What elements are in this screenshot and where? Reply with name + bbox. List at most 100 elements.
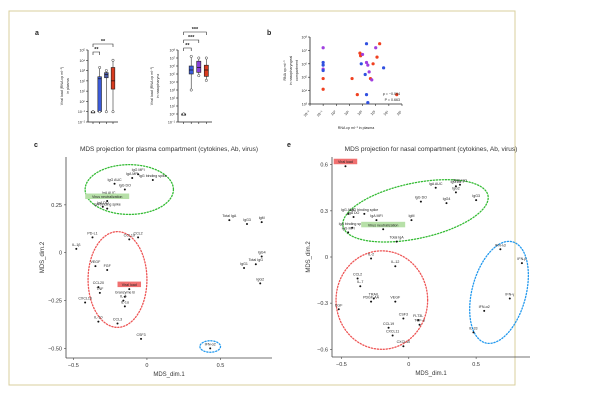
scatter-point (363, 72, 367, 77)
mds-point-label: IL-7 (357, 280, 363, 284)
significance-bracket (183, 39, 200, 43)
significance-label: ** (94, 47, 99, 53)
mds-point-label: TGF-α (414, 319, 424, 323)
scatter-point (366, 63, 370, 67)
x-axis-label: MDS_dim.1 (415, 371, 447, 377)
significance-label: ** (185, 43, 190, 49)
scatter-point (350, 76, 354, 81)
box-point (189, 54, 193, 58)
box (203, 64, 209, 77)
mds-point (387, 326, 390, 329)
figure-border (8, 10, 516, 386)
label-highlight (361, 221, 406, 228)
mds-point-label: CXCL11 (386, 329, 399, 333)
y-tick-label: 10⁻² (78, 121, 86, 125)
mds-point-label: IgG MFI (342, 226, 355, 230)
scatter-point (364, 60, 369, 65)
y-tick-label: 10⁸ (169, 49, 175, 53)
mds-point-label: FGF (104, 264, 112, 268)
mds-point-label: IL-10 (94, 316, 102, 320)
y-tick-label: 10² (80, 79, 86, 83)
y-tick-label: 10⁻¹ (168, 121, 176, 125)
panel-label-b: b (267, 30, 271, 37)
mds-point-label: IgM (408, 214, 414, 218)
mds-point-label: IgG AUC (341, 208, 356, 212)
mds-point (75, 247, 78, 250)
panel-c-mds-plasma: MDS projection for plasma compartment (c… (40, 146, 272, 378)
x-tick-label: 0.5 (472, 362, 480, 368)
mds-point (116, 322, 119, 325)
significance-bracket (183, 31, 207, 35)
mds-point-label: EGF (335, 303, 343, 307)
mds-point-label: IgG DO (119, 184, 131, 188)
mds-point (472, 331, 475, 334)
mds-point-label: IgG2 (256, 277, 264, 281)
x-tick-label: 0 (145, 363, 148, 369)
mds-point-label: IgA binding spike (339, 222, 366, 226)
mds-point-label: Total IgA (390, 236, 405, 240)
mds-point-label: CCL20 (93, 281, 104, 285)
y-tick-label: 0 (325, 255, 328, 261)
panel-label-c: c (34, 142, 38, 149)
y-tick-label: 0.25 (51, 203, 62, 209)
mds-point (344, 165, 347, 168)
y-tick-label: 10⁵ (302, 76, 308, 80)
mds-point-label: IFN-β (517, 257, 526, 261)
mds-point (418, 323, 421, 326)
mds-point-label: CCL19 (383, 322, 394, 326)
mds-point (445, 202, 448, 205)
mds-point-label: IL-12 (391, 260, 399, 264)
mds-point (375, 219, 378, 222)
mds-point-label: IFN-α2 (205, 342, 216, 346)
mds-point (402, 345, 405, 348)
y-tick-label: 0.3 (320, 209, 328, 215)
mds-point (359, 285, 362, 288)
y-axis-label: Viral load (RNA cp ml⁻¹) (60, 67, 64, 105)
x-tick-label: 10⁵ (396, 110, 403, 117)
mds-point (259, 282, 262, 285)
y-tick-label: 10⁴ (79, 59, 85, 63)
mds-point (352, 216, 355, 218)
mds-point-label: IgA AUC (429, 182, 443, 186)
mds-point-label: IgM (259, 216, 265, 220)
box-point (204, 56, 208, 60)
box-point (197, 56, 201, 60)
mds-point (394, 300, 397, 303)
x-tick-label: 10³ (370, 109, 377, 116)
mds-point (508, 297, 511, 300)
mds-point (97, 320, 100, 323)
y-tick-label: 10⁰ (80, 100, 86, 104)
mds-point (91, 236, 94, 239)
scatter-point (364, 93, 369, 97)
y-tick-label: 10⁷ (170, 57, 176, 61)
mds-point (254, 263, 257, 266)
mds-point (140, 337, 143, 340)
mds-point-label: IgG3 (472, 194, 480, 198)
y-tick-label: −0.50 (48, 346, 62, 352)
mds-point-label: IgG3 (243, 218, 251, 222)
mds-point-label: Virus neutralization (368, 223, 399, 227)
y-axis-label-sub: in nasopharynx (156, 74, 160, 99)
mds-point-label: Total IgG (249, 258, 264, 262)
box-point (197, 74, 201, 78)
significance-bracket (183, 47, 192, 51)
box (104, 72, 109, 79)
mds-point (243, 267, 246, 270)
mds-point (137, 173, 140, 176)
x-axis-label: RNA cp ml⁻¹ in plasma (338, 126, 374, 130)
scatter-point (382, 66, 386, 70)
mds-point (410, 219, 413, 222)
mds-point (434, 186, 437, 189)
cluster-ellipse (335, 250, 429, 350)
scatter-point (321, 87, 325, 91)
scatter-point (321, 76, 325, 81)
correlation-p: P = 0.663 (385, 98, 400, 102)
panel-a-plasma-boxplot: 10⁻² 10⁻¹ 10⁰ 10¹ 10² 10³ 10⁴ 10⁵ **** Viral load… (60, 39, 118, 125)
mds-point-label: VEGF (91, 260, 102, 264)
mds-point-label: IL-2 (368, 253, 374, 257)
y-tick-label: 10⁶ (170, 65, 176, 69)
mds-point-label: IgA MFI (370, 214, 382, 218)
y-tick-label: 10³ (80, 69, 86, 73)
mds-point-label: Viral load (338, 160, 353, 164)
